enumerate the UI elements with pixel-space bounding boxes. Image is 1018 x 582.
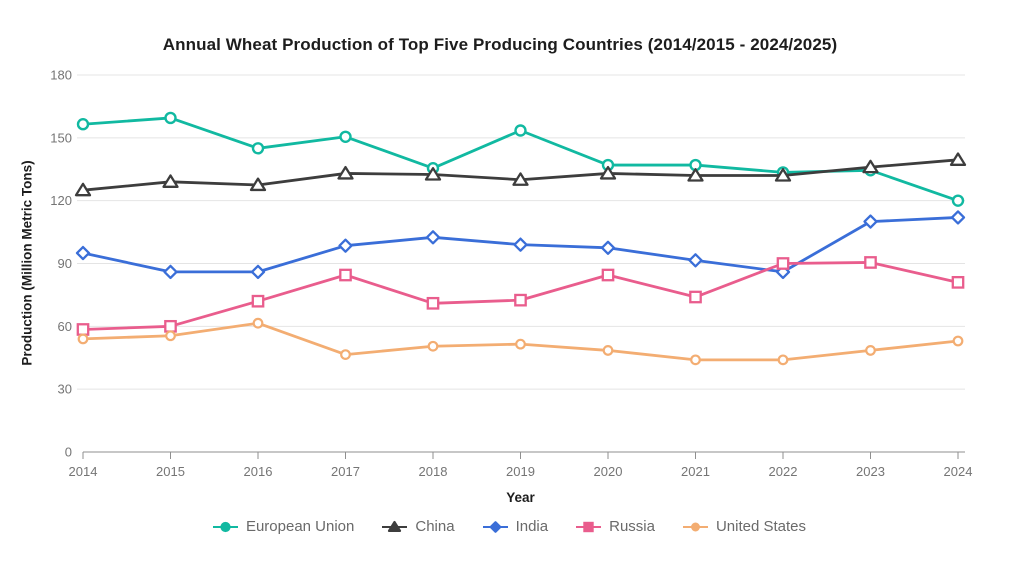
data-point-marker xyxy=(864,256,877,269)
data-point-marker xyxy=(777,354,789,366)
data-point-marker xyxy=(162,174,179,188)
russia-series-icon xyxy=(576,521,602,532)
data-point-marker xyxy=(339,268,352,282)
data-point-marker xyxy=(426,296,440,310)
series-united-states xyxy=(77,317,964,366)
x-tick-label: 2024 xyxy=(944,464,973,479)
series-china xyxy=(74,152,967,197)
legend-item-russia[interactable]: Russia xyxy=(575,518,655,535)
china-series-icon xyxy=(382,520,408,532)
data-point-marker xyxy=(513,237,528,252)
data-point-marker xyxy=(774,168,792,182)
data-point-marker xyxy=(599,165,617,180)
legend-label: European Union xyxy=(245,518,355,535)
data-point-marker xyxy=(163,264,178,280)
y-tick-label: 180 xyxy=(50,68,72,83)
data-point-marker xyxy=(340,349,351,361)
data-point-marker xyxy=(952,335,964,347)
x-tick-label: 2021 xyxy=(681,464,710,479)
data-point-marker xyxy=(951,194,965,207)
y-tick-label: 120 xyxy=(50,193,72,208)
x-tick-label: 2017 xyxy=(331,464,360,479)
data-point-marker xyxy=(220,521,231,532)
legend-item-india[interactable]: India xyxy=(482,518,549,535)
data-point-marker xyxy=(865,345,876,356)
y-tick-label: 30 xyxy=(58,382,72,397)
european-union-series-icon xyxy=(212,521,238,532)
data-point-marker xyxy=(602,345,614,356)
y-tick-label: 0 xyxy=(65,445,72,460)
data-point-marker xyxy=(337,165,354,180)
data-point-marker xyxy=(515,338,526,350)
data-point-marker xyxy=(600,240,616,255)
data-point-marker xyxy=(164,111,177,125)
united-states-series-icon xyxy=(682,522,708,531)
data-point-marker xyxy=(583,521,594,532)
data-point-marker xyxy=(425,230,441,245)
x-tick-label: 2018 xyxy=(419,464,448,479)
x-tick-label: 2019 xyxy=(506,464,535,479)
data-point-marker xyxy=(74,182,92,197)
legend-item-european-union[interactable]: European Union xyxy=(212,518,354,535)
x-tick-label: 2022 xyxy=(769,464,798,479)
data-point-marker xyxy=(951,275,965,289)
x-tick-label: 2014 xyxy=(69,464,98,479)
india-series-icon xyxy=(482,520,508,533)
data-point-marker xyxy=(689,290,702,304)
series-india xyxy=(75,210,966,280)
data-point-marker xyxy=(249,177,267,192)
data-point-marker xyxy=(512,172,529,186)
data-point-marker xyxy=(165,330,176,342)
data-point-marker xyxy=(949,152,967,166)
chart-title: Annual Wheat Production of Top Five Prod… xyxy=(162,35,838,54)
x-tick-label: 2020 xyxy=(594,464,623,479)
data-point-marker xyxy=(427,340,439,352)
data-point-marker xyxy=(339,130,352,143)
y-tick-label: 90 xyxy=(58,256,72,271)
data-point-marker xyxy=(251,142,265,155)
data-point-marker xyxy=(691,522,700,531)
y-tick-label: 150 xyxy=(50,130,72,145)
x-tick-label: 2023 xyxy=(856,464,885,479)
data-point-marker xyxy=(388,520,402,532)
data-point-marker xyxy=(338,238,353,253)
data-point-marker xyxy=(688,253,703,268)
data-point-marker xyxy=(690,354,701,366)
data-point-marker xyxy=(776,257,790,270)
data-point-marker xyxy=(76,118,90,131)
data-point-marker xyxy=(514,124,527,137)
data-point-marker xyxy=(950,210,966,225)
data-point-marker xyxy=(862,159,879,174)
legend-label: China xyxy=(415,518,455,535)
x-tick-label: 2015 xyxy=(156,464,185,479)
y-tick-label: 60 xyxy=(58,319,72,334)
data-point-marker xyxy=(489,520,501,533)
legend-item-united-states[interactable]: United States xyxy=(682,518,806,535)
data-point-marker xyxy=(514,293,527,307)
data-point-marker xyxy=(164,319,177,333)
legend-item-china[interactable]: China xyxy=(381,518,455,535)
data-point-marker xyxy=(863,214,878,229)
data-point-marker xyxy=(252,317,264,329)
x-tick-label: 2016 xyxy=(244,464,273,479)
data-point-marker xyxy=(687,168,704,182)
data-point-marker xyxy=(75,245,91,261)
legend: European Union China India Russia United… xyxy=(0,518,1018,535)
legend-label: Russia xyxy=(609,518,655,535)
legend-label: India xyxy=(515,518,549,535)
data-point-marker xyxy=(251,294,265,308)
data-point-marker xyxy=(250,264,266,280)
data-point-marker xyxy=(424,167,442,181)
series-european-union xyxy=(76,111,965,207)
x-axis-title: Year xyxy=(506,490,535,505)
data-point-marker xyxy=(76,323,90,336)
legend-label: United States xyxy=(715,518,807,535)
series-russia xyxy=(76,256,965,336)
data-point-marker xyxy=(77,333,89,345)
data-point-marker xyxy=(601,268,615,282)
